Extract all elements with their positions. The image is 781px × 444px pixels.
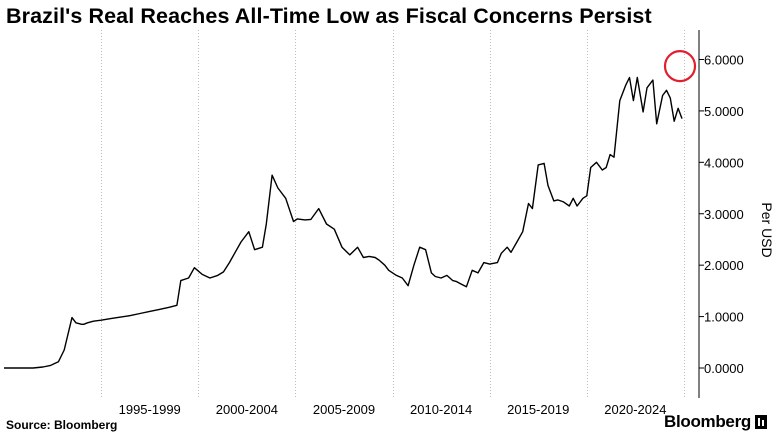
bloomberg-logo: Bloomberg bbox=[664, 412, 767, 432]
source-note: Source: Bloomberg bbox=[6, 418, 118, 432]
y-tick-label: 4.0000 bbox=[704, 155, 744, 170]
y-tick-label: 3.0000 bbox=[704, 207, 744, 222]
x-axis-tick-labels: 1995-1999 2000-2004 2005-2009 2010-2014 2015… bbox=[119, 402, 667, 417]
y-tick-label: 5.0000 bbox=[704, 104, 744, 119]
y-tick-label: 6.0000 bbox=[704, 53, 744, 68]
y-axis-ticks: 0.0000 1.0000 2.0000 3.0000 4.0000 5.0000 6.00… bbox=[699, 53, 744, 376]
x-tick-label: 2005-2009 bbox=[313, 402, 375, 417]
y-axis-title: Per USD bbox=[759, 202, 775, 257]
chart-title: Brazil's Real Reaches All-Time Low as Fi… bbox=[6, 4, 652, 28]
series-line-brl-per-usd bbox=[4, 76, 683, 369]
x-tick-label: 2015-2019 bbox=[507, 402, 569, 417]
vertical-gridlines bbox=[101, 30, 685, 398]
y-tick-label: 2.0000 bbox=[704, 258, 744, 273]
x-tick-label: 2020-2024 bbox=[604, 402, 666, 417]
y-tick-label: 1.0000 bbox=[704, 310, 744, 325]
x-tick-label: 1995-1999 bbox=[119, 402, 181, 417]
y-tick-label: 0.0000 bbox=[704, 361, 744, 376]
bloomberg-terminal-icon bbox=[755, 415, 767, 429]
bloomberg-wordmark: Bloomberg bbox=[663, 412, 751, 431]
x-tick-label: 2000-2004 bbox=[216, 402, 278, 417]
x-tick-label: 2010-2014 bbox=[410, 402, 472, 417]
all-time-low-highlight-circle bbox=[663, 49, 697, 83]
